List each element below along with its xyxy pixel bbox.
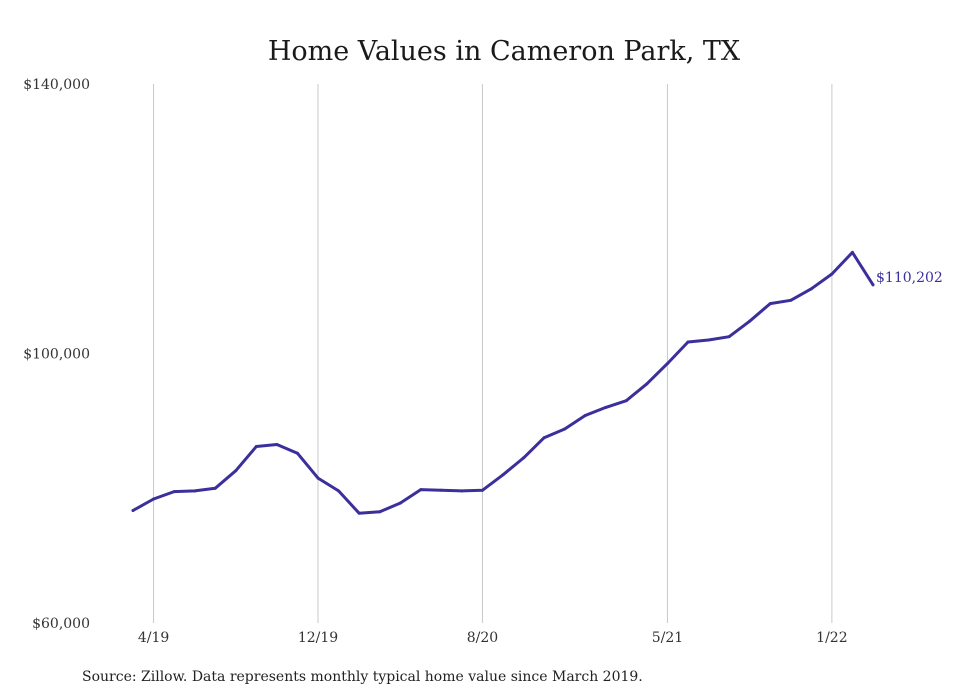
data-point-31: [768, 302, 772, 306]
data-point-28: [707, 338, 711, 342]
gridlines: [153, 84, 833, 623]
data-point-30: [748, 319, 752, 323]
y-tick-label-2: $140,000: [23, 77, 90, 93]
data-point-15: [439, 488, 443, 492]
data-point-24: [624, 399, 628, 403]
data-point-19: [522, 456, 526, 460]
data-point-17: [480, 488, 484, 492]
data-point-26: [665, 362, 669, 366]
x-tick-label-0: 4/19: [138, 630, 169, 646]
x-tick-label-1: 12/19: [298, 630, 338, 646]
data-point-0: [131, 508, 135, 512]
data-point-29: [727, 335, 731, 339]
data-point-14: [419, 488, 423, 492]
data-point-33: [809, 287, 813, 291]
data-point-7: [275, 442, 279, 446]
data-point-13: [398, 501, 402, 505]
y-tick-label-1: $100,000: [23, 347, 90, 363]
series-layer: $110,202: [131, 250, 943, 515]
data-point-22: [583, 413, 587, 417]
data-point-20: [542, 436, 546, 440]
data-point-34: [830, 272, 834, 276]
chart-title: Home Values in Cameron Park, TX: [268, 36, 741, 67]
data-point-18: [501, 473, 505, 477]
data-point-4: [213, 486, 217, 490]
x-tick-label-4: 1/22: [816, 630, 847, 646]
data-point-9: [316, 476, 320, 480]
data-point-23: [604, 405, 608, 409]
y-tick-label-0: $60,000: [32, 616, 90, 632]
y-axis-ticks: $60,000 $100,000 $140,000: [23, 77, 90, 632]
data-point-1: [152, 497, 156, 501]
data-point-10: [337, 489, 341, 493]
data-point-12: [378, 510, 382, 514]
data-point-8: [295, 451, 299, 455]
data-point-27: [686, 340, 690, 344]
data-point-5: [234, 469, 238, 473]
data-point-11: [357, 511, 361, 515]
x-tick-label-2: 8/20: [467, 630, 498, 646]
data-point-25: [645, 382, 649, 386]
data-point-21: [563, 427, 567, 431]
data-point-35: [850, 250, 854, 254]
x-axis-ticks: 4/19 12/19 8/20 5/21 1/22: [138, 630, 848, 646]
end-value-label: $110,202: [876, 270, 943, 286]
data-point-6: [254, 444, 258, 448]
data-point-16: [460, 489, 464, 493]
x-tick-label-3: 5/21: [652, 630, 683, 646]
data-point-3: [193, 489, 197, 493]
data-point-36: [871, 283, 875, 287]
data-point-32: [789, 298, 793, 302]
data-point-2: [172, 490, 176, 494]
source-note: Source: Zillow. Data represents monthly …: [82, 669, 643, 685]
